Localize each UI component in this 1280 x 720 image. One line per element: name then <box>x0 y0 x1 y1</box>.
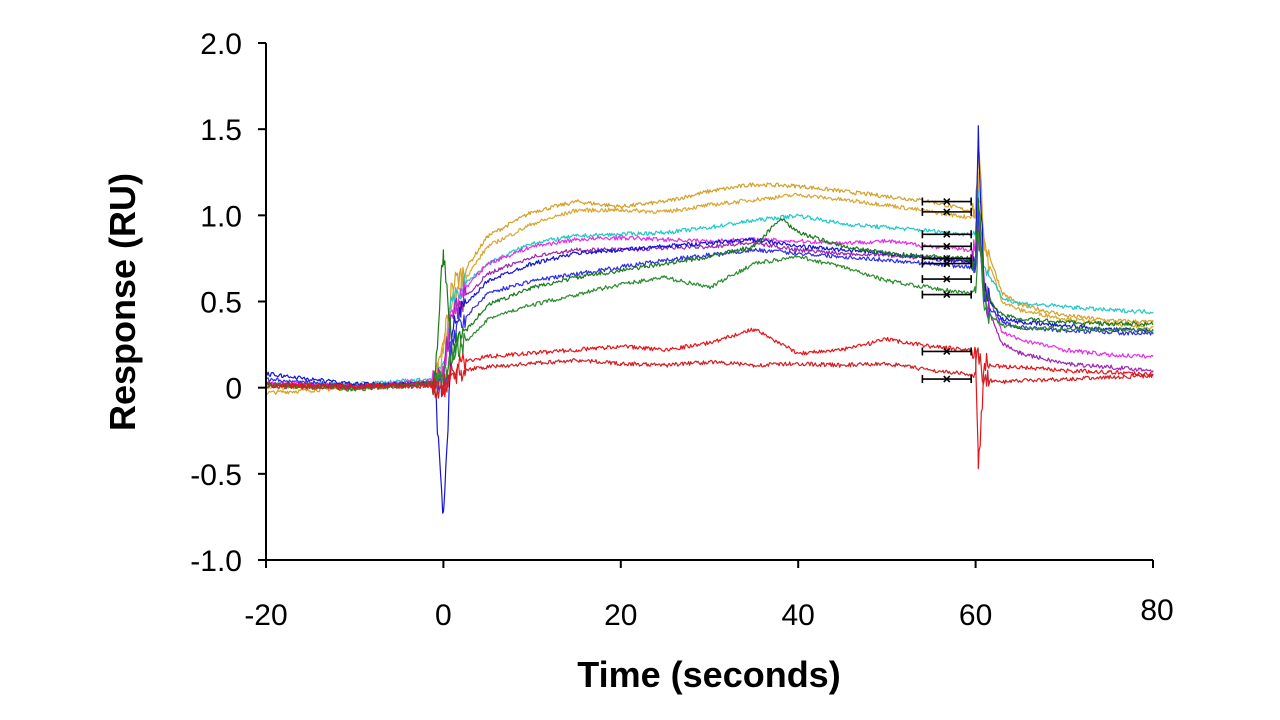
fit-marker <box>921 275 972 284</box>
fit-marker <box>921 347 972 356</box>
x-tick-label: 60 <box>959 599 992 632</box>
fit-marker <box>921 375 972 384</box>
series-line-trace-orange-low <box>265 171 1154 390</box>
series-line-trace-red-high <box>265 327 1154 470</box>
x-tick-label: 20 <box>604 599 637 632</box>
y-tick-label: 1.0 <box>200 200 242 233</box>
y-tick-label: 0.5 <box>200 287 242 320</box>
series-line-trace-red-low <box>265 347 1154 399</box>
fit-marker <box>921 197 972 206</box>
fit-marker-layer <box>921 197 972 384</box>
x-tick-label: 40 <box>782 599 815 632</box>
x-tick-label: 0 <box>435 599 452 632</box>
fit-marker <box>921 242 972 251</box>
fit-marker <box>921 230 972 239</box>
fit-marker <box>921 259 972 268</box>
x-tick-label: 80 <box>1140 594 1173 627</box>
series-line-trace-green-low <box>265 232 1154 395</box>
series-line-trace-cyan <box>265 189 1154 389</box>
series-line-trace-magenta <box>265 223 1154 388</box>
series-layer <box>265 125 1154 514</box>
x-axis-title: Time (seconds) <box>577 654 840 695</box>
y-tick-label: 2.0 <box>200 28 242 61</box>
y-tick-label: 1.5 <box>200 114 242 147</box>
y-tick-label: 0 <box>225 373 242 406</box>
y-tick-label: -0.5 <box>190 459 242 492</box>
fit-marker <box>921 207 972 216</box>
y-axis-title: Response (RU) <box>102 173 143 431</box>
y-axis-ticks: 2.0 1.5 1.0 0.5 0 -0.5 -1.0 <box>190 28 266 578</box>
y-tick-label: -1.0 <box>190 545 242 578</box>
fit-marker <box>921 290 972 299</box>
series-line-trace-orange-high <box>265 149 1154 395</box>
x-tick-label: -20 <box>244 599 287 632</box>
x-axis-ticks: -20 0 20 40 60 80 <box>244 560 1174 632</box>
